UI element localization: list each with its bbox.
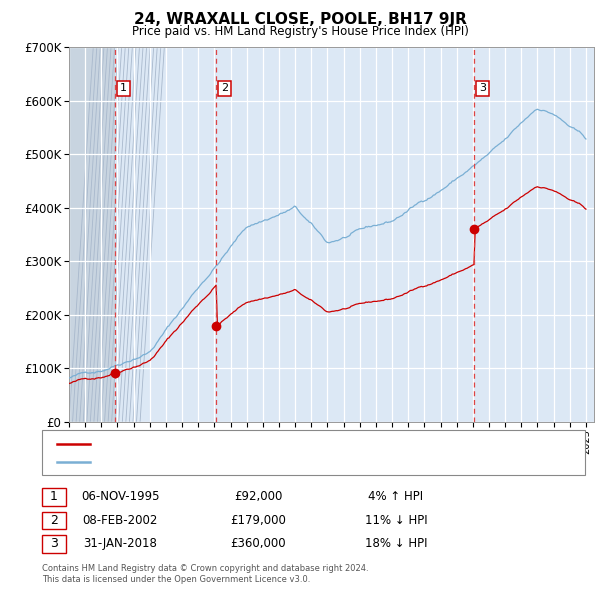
Text: 18% ↓ HPI: 18% ↓ HPI bbox=[365, 537, 427, 550]
Text: 31-JAN-2018: 31-JAN-2018 bbox=[83, 537, 157, 550]
Text: 4% ↑ HPI: 4% ↑ HPI bbox=[368, 490, 424, 503]
Text: 24, WRAXALL CLOSE, POOLE, BH17 9JR (detached house): 24, WRAXALL CLOSE, POOLE, BH17 9JR (deta… bbox=[99, 438, 397, 448]
Text: 3: 3 bbox=[50, 537, 58, 550]
Text: Contains HM Land Registry data © Crown copyright and database right 2024.: Contains HM Land Registry data © Crown c… bbox=[42, 565, 368, 573]
Text: 24, WRAXALL CLOSE, POOLE, BH17 9JR: 24, WRAXALL CLOSE, POOLE, BH17 9JR bbox=[134, 12, 466, 27]
Text: 1: 1 bbox=[120, 83, 127, 93]
Text: 3: 3 bbox=[479, 83, 486, 93]
Text: 1: 1 bbox=[50, 490, 58, 503]
Bar bbox=[69, 47, 115, 422]
Text: £92,000: £92,000 bbox=[234, 490, 282, 503]
Text: Price paid vs. HM Land Registry's House Price Index (HPI): Price paid vs. HM Land Registry's House … bbox=[131, 25, 469, 38]
Text: This data is licensed under the Open Government Licence v3.0.: This data is licensed under the Open Gov… bbox=[42, 575, 310, 584]
Text: £179,000: £179,000 bbox=[230, 514, 286, 527]
Text: 11% ↓ HPI: 11% ↓ HPI bbox=[365, 514, 427, 527]
Text: 06-NOV-1995: 06-NOV-1995 bbox=[81, 490, 159, 503]
Text: £360,000: £360,000 bbox=[230, 537, 286, 550]
Text: HPI: Average price, detached house, Bournemouth Christchurch and Poole: HPI: Average price, detached house, Bour… bbox=[99, 457, 487, 467]
Text: 2: 2 bbox=[221, 83, 228, 93]
Text: 2: 2 bbox=[50, 514, 58, 527]
Text: 08-FEB-2002: 08-FEB-2002 bbox=[82, 514, 158, 527]
